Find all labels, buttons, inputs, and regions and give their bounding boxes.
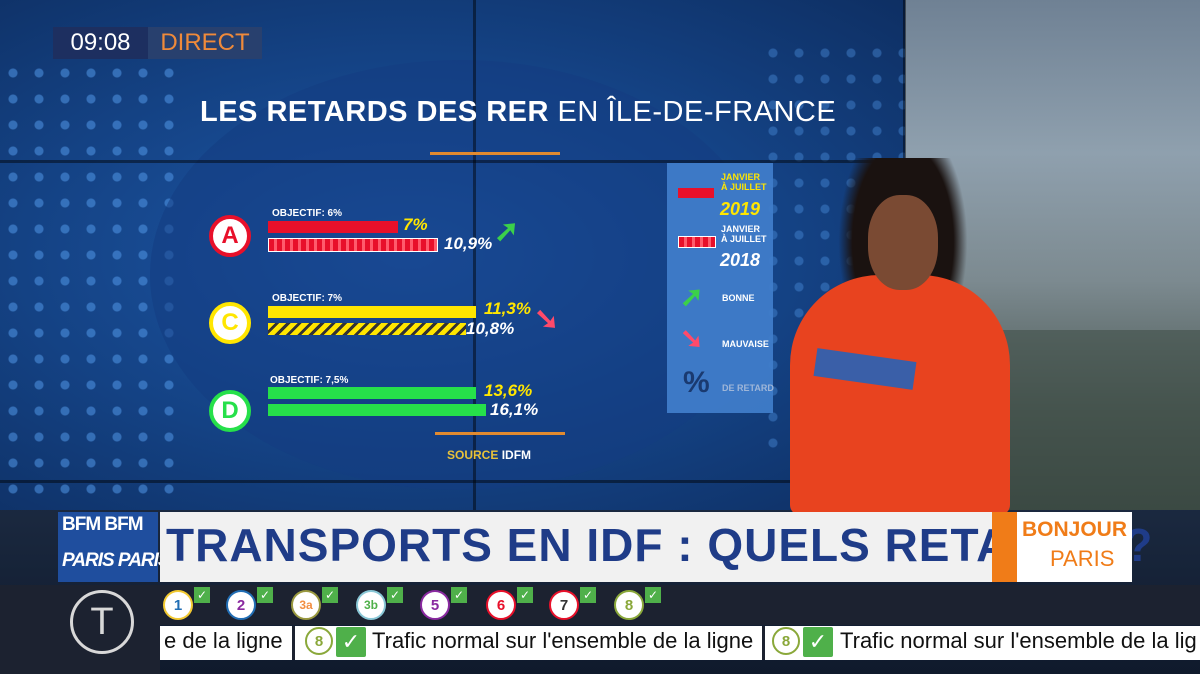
rer-a-objective: OBJECTIF: 6% [272, 208, 343, 219]
legend-2018-year: 2018 [720, 250, 761, 270]
traffic-ticker [160, 626, 1200, 660]
presenter-body [790, 275, 1010, 515]
wall-circle [150, 60, 770, 490]
rer-d-bar-2019 [268, 387, 476, 399]
broadcast-clock: 09:08 [53, 27, 148, 59]
rer-c-badge: C [209, 302, 251, 344]
rer-a-value-2019: 7% [403, 215, 428, 234]
metro-line-7-badge: 7 [549, 590, 579, 620]
source-label: SOURCE [447, 448, 499, 462]
wall-seam [473, 0, 476, 510]
legend-good-label: BONNE [722, 293, 755, 303]
check-icon: ✓ [194, 587, 210, 603]
metro-line-3a-badge: 3a [291, 590, 321, 620]
check-icon: ✓ [580, 587, 596, 603]
metro-line-8-badge: 8 [614, 590, 644, 620]
title-underline [430, 152, 560, 155]
rer-c-objective: OBJECTIF: 7% [272, 293, 343, 304]
ticker-line-8-badge: 8 [305, 627, 333, 655]
city-skyline [1000, 330, 1200, 510]
rer-d-bar-2018 [268, 404, 486, 416]
rer-c-value-2018: 10,8% [466, 319, 515, 338]
rer-d-badge: D [209, 390, 251, 432]
legend-good-trend-icon: ➚ [680, 281, 704, 312]
source-credit: SOURCE IDFM [447, 448, 531, 462]
legend-2019-year: 2019 [720, 199, 761, 219]
legend-bad-label: MAUVAISE [722, 339, 769, 349]
legend-percent-icon: % [683, 366, 710, 399]
rer-c-trend-down-icon: ➘ [534, 303, 560, 336]
ticker-check-icon: ✓ [803, 627, 833, 657]
metro-line-2-badge: 2 [226, 590, 256, 620]
infographic-title: LES RETARDS DES RER EN ÎLE-DE-FRANCE [200, 96, 836, 129]
title-light: EN ÎLE-DE-FRANCE [557, 96, 837, 128]
metro-line-3b-badge: 3b [356, 590, 386, 620]
legend-2019-period: JANVIER À JUILLET [721, 172, 767, 192]
show-logo-line1: BONJOUR [1022, 518, 1128, 541]
check-icon: ✓ [322, 587, 338, 603]
show-logo-stripe [992, 512, 1017, 582]
headline-bar [160, 512, 1000, 582]
rer-d-value-2019: 13,6% [484, 381, 533, 400]
title-bold: LES RETARDS DES RER [200, 96, 549, 128]
metro-line-1-badge: 1 [163, 590, 193, 620]
logo-text-bottom: PARIS PARIS [62, 550, 171, 571]
source-name: IDFM [501, 448, 532, 462]
presenter-face [868, 195, 938, 290]
live-badge: DIRECT [148, 27, 262, 59]
metro-line-6-badge: 6 [486, 590, 516, 620]
ticker-divider [292, 626, 295, 660]
bfm-paris-logo [58, 512, 158, 582]
rer-c-bar-2018 [268, 323, 466, 335]
source-line [435, 432, 565, 435]
check-icon: ✓ [645, 587, 661, 603]
legend-2018-period: JANVIER À JUILLET [721, 224, 767, 244]
rer-a-trend-up-icon: ➚ [494, 215, 520, 248]
rer-c-value-2019: 11,3% [484, 299, 531, 318]
show-logo-line2: PARIS [1050, 546, 1115, 571]
legend-panel [667, 163, 773, 413]
ticker-check-icon: ✓ [336, 627, 366, 657]
rer-a-bar-2019 [268, 221, 398, 233]
ticker-message-repeat: Trafic normal sur l'ensemble de la lig [840, 628, 1197, 653]
legend-percent-note: DE RETARD [722, 383, 774, 393]
headline-text: TRANSPORTS EN IDF : QUELS RETARDS ? [166, 519, 1154, 571]
rer-a-value-2018: 10,9% [444, 234, 493, 253]
rer-a-badge: A [209, 215, 251, 257]
rer-a-bar-2018 [268, 238, 438, 252]
ticker-fragment: e de la ligne [164, 628, 283, 653]
metro-line-5-badge: 5 [420, 590, 450, 620]
legend-bad-trend-icon: ➘ [680, 323, 704, 354]
ticker-divider [762, 626, 765, 660]
check-icon: ✓ [517, 587, 533, 603]
check-icon: ✓ [451, 587, 467, 603]
rer-d-objective: OBJECTIF: 7,5% [270, 375, 349, 386]
legend-2019-swatch [678, 188, 714, 198]
check-icon: ✓ [387, 587, 403, 603]
wall-seam [0, 160, 905, 163]
wall-seam [0, 480, 905, 483]
ticker-line-8-badge: 8 [772, 627, 800, 655]
check-icon: ✓ [257, 587, 273, 603]
rer-d-value-2018: 16,1% [490, 400, 539, 419]
logo-text-top: BFM BFM [62, 514, 144, 535]
ticker-message: Trafic normal sur l'ensemble de la ligne [372, 628, 754, 653]
transport-t-logo: T [70, 590, 134, 654]
rer-c-bar-2019 [268, 306, 476, 318]
legend-2018-swatch [678, 236, 716, 248]
